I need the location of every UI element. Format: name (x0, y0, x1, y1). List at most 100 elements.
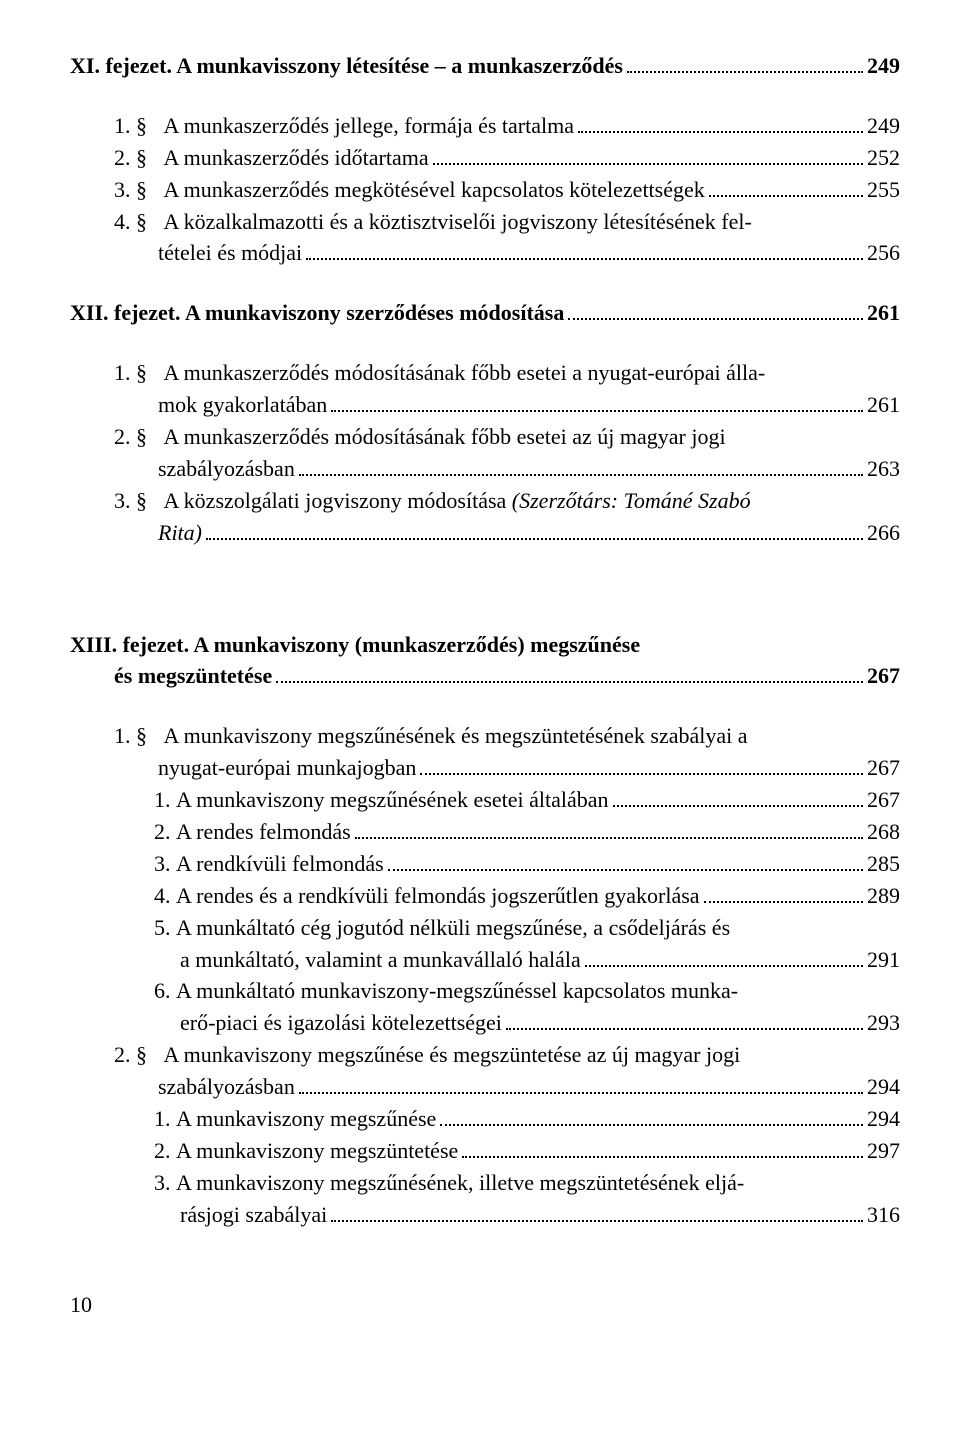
item-page: 266 (867, 517, 900, 549)
page-number: 10 (70, 1289, 900, 1321)
ch11-item-3: 3. § A munkaszerződés megkötésével kapcs… (114, 174, 900, 206)
item-num: 3. § (114, 488, 147, 513)
item-text-italic: (Szerzőtárs: Tománé Szabó (512, 488, 751, 513)
ch13-item-2: 2. § A munkaviszony megszűnése és megszü… (114, 1039, 900, 1103)
item-num: 1. § (114, 113, 147, 138)
item-page: 252 (867, 142, 900, 174)
leader-dots (704, 881, 863, 903)
leader-dots (613, 785, 863, 807)
ch13-1-sub-3: 3. A rendkívüli felmondás 285 (154, 848, 900, 880)
ch13-1-sub-6: 6. A munkáltató munkaviszony-megszűnésse… (154, 975, 900, 1039)
leader-dots (585, 945, 863, 967)
leader-dots (206, 518, 863, 540)
chapter-11-title-text: XI. fejezet. A munkavisszony létesítése … (70, 50, 623, 82)
item-text-cont: tételei és módjai (158, 237, 302, 269)
ch13-item-1: 1. § A munkaviszony megszűnésének és meg… (114, 720, 900, 784)
sub-text: A rendes felmondás (176, 819, 351, 844)
item-text: A munkaszerződés jellege, formája és tar… (164, 113, 575, 138)
ch13-2-sub-2: 2. A munkaviszony megszüntetése 297 (154, 1135, 900, 1167)
item-page: 267 (867, 752, 900, 784)
sub-page: 294 (867, 1103, 900, 1135)
item-text: A munkaszerződés megkötésével kapcsolato… (164, 177, 705, 202)
chapter-11-title: XI. fejezet. A munkavisszony létesítése … (70, 50, 900, 82)
item-text: A munkaviszony megszűnése és megszünteté… (164, 1042, 741, 1067)
ch13-2-sub-3: 3. A munkaviszony megszűnésének, illetve… (154, 1167, 900, 1231)
item-text: A munkaszerződés módosításának főbb eset… (164, 360, 766, 385)
chapter-12-title-page: 261 (867, 297, 900, 329)
sub-page: 289 (867, 880, 900, 912)
chapter-13-title-page: 267 (867, 660, 900, 692)
ch11-item-4: 4. § A közalkalmazotti és a köztisztvise… (114, 206, 900, 270)
item-text-cont: nyugat-európai munkajogban (158, 752, 416, 784)
item-num: 2. § (114, 1042, 147, 1067)
leader-dots (433, 143, 863, 165)
sub-text: A munkaviszony megszűnésének esetei álta… (176, 787, 609, 812)
ch13-1-sub-4: 4. A rendes és a rendkívüli felmondás jo… (154, 880, 900, 912)
item-text-cont: szabályozásban (158, 1071, 295, 1103)
sub-text-cont: a munkáltató, valamint a munkavállaló ha… (180, 944, 581, 976)
sub-text: A rendkívüli felmondás (176, 851, 384, 876)
item-num: 4. § (114, 209, 147, 234)
leader-dots (331, 390, 863, 412)
item-text-cont: mok gyakorlatában (158, 389, 327, 421)
chapter-13-title: XIII. fejezet. A munkaviszony (munkaszer… (70, 629, 900, 693)
ch13-1-sub-5: 5. A munkáltató cég jogutód nélküli megs… (154, 912, 900, 976)
sub-num: 6. (154, 978, 171, 1003)
item-num: 3. § (114, 177, 147, 202)
sub-num: 1. (154, 1106, 171, 1131)
leader-dots (331, 1200, 863, 1222)
sub-text: A munkáltató munkaviszony-megszűnéssel k… (176, 978, 738, 1003)
ch12-item-1: 1. § A munkaszerződés módosításának főbb… (114, 357, 900, 421)
sub-page: 267 (867, 784, 900, 816)
sub-page: 316 (867, 1199, 900, 1231)
leader-dots (420, 753, 863, 775)
ch11-item-2: 2. § A munkaszerződés időtartama 252 (114, 142, 900, 174)
item-text-cont: szabályozásban (158, 453, 295, 485)
item-text: A közszolgálati jogviszony módosítása (164, 488, 512, 513)
leader-dots (276, 662, 863, 684)
sub-page: 291 (867, 944, 900, 976)
sub-num: 3. (154, 1170, 171, 1195)
chapter-13-title-line1: XIII. fejezet. A munkaviszony (munkaszer… (70, 629, 900, 661)
leader-dots (440, 1104, 863, 1126)
item-page: 249 (867, 110, 900, 142)
item-num: 2. § (114, 424, 147, 449)
leader-dots (709, 175, 863, 197)
item-num: 1. § (114, 723, 147, 748)
leader-dots (299, 1072, 863, 1094)
sub-num: 5. (154, 915, 171, 940)
item-page: 255 (867, 174, 900, 206)
sub-num: 3. (154, 851, 171, 876)
leader-dots (355, 817, 863, 839)
item-text-cont: Rita) (158, 517, 202, 549)
leader-dots (462, 1136, 863, 1158)
item-num: 1. § (114, 360, 147, 385)
item-text: A közalkalmazotti és a köztisztviselői j… (164, 209, 752, 234)
sub-text: A munkáltató cég jogutód nélküli megszűn… (176, 915, 730, 940)
item-text: A munkaviszony megszűnésének és megszünt… (164, 723, 748, 748)
sub-num: 2. (154, 1138, 171, 1163)
chapter-12-title-text: XII. fejezet. A munkaviszony szerződéses… (70, 297, 564, 329)
leader-dots (578, 111, 863, 133)
ch13-1-sub-1: 1. A munkaviszony megszűnésének esetei á… (154, 784, 900, 816)
leader-dots (506, 1009, 863, 1031)
ch12-item-2: 2. § A munkaszerződés módosításának főbb… (114, 421, 900, 485)
sub-page: 285 (867, 848, 900, 880)
sub-text: A munkaviszony megszűnése (176, 1106, 436, 1131)
item-page: 294 (867, 1071, 900, 1103)
item-page: 261 (867, 389, 900, 421)
ch11-item-1: 1. § A munkaszerződés jellege, formája é… (114, 110, 900, 142)
leader-dots (299, 454, 863, 476)
item-text: A munkaszerződés időtartama (164, 145, 429, 170)
leader-dots (388, 849, 863, 871)
chapter-12-title: XII. fejezet. A munkaviszony szerződéses… (70, 297, 900, 329)
sub-num: 1. (154, 787, 171, 812)
item-text: A munkaszerződés módosításának főbb eset… (164, 424, 726, 449)
chapter-11-title-page: 249 (867, 50, 900, 82)
item-page: 263 (867, 453, 900, 485)
ch13-2-sub-1: 1. A munkaviszony megszűnése 294 (154, 1103, 900, 1135)
sub-text: A rendes és a rendkívüli felmondás jogsz… (176, 883, 700, 908)
sub-text: A munkaviszony megszűnésének, illetve me… (176, 1170, 744, 1195)
ch13-1-sub-2: 2. A rendes felmondás 268 (154, 816, 900, 848)
sub-page: 293 (867, 1007, 900, 1039)
